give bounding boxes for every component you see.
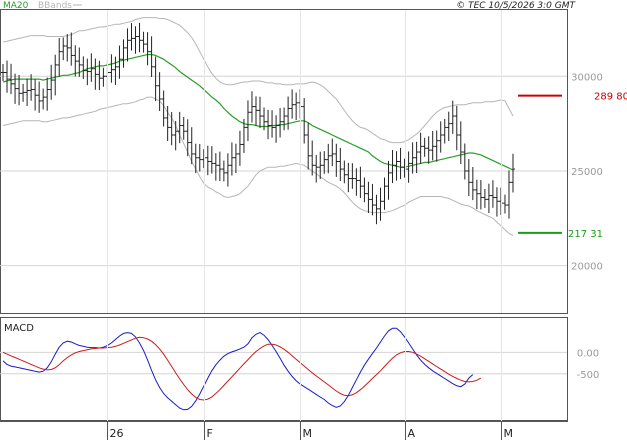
ma20-path — [2, 53, 514, 171]
price-panel-frame — [0, 9, 568, 314]
x-tick-label: M — [303, 427, 313, 440]
price-y-ticks: 20000 25000 30000 — [571, 72, 603, 272]
macd-signal-line — [2, 336, 482, 401]
x-axis-ticks: 26 F M A M — [107, 10, 514, 440]
macd-grid — [0, 351, 567, 375]
macd-line — [2, 327, 474, 411]
x-tick-label: M — [504, 427, 514, 440]
macd-panel-title: MACD — [4, 323, 34, 334]
x-tick-label: F — [207, 427, 213, 440]
macd-y-ticks: 0.00 -500 — [577, 348, 600, 380]
legend-ma20: MA20 — [3, 1, 29, 11]
bb-lower-line — [2, 96, 514, 236]
x-tick-label: 26 — [110, 427, 124, 440]
price-y-tick-label: 20000 — [571, 262, 603, 273]
level-markers: 289 80 217 31 — [518, 92, 627, 240]
resistance-marker-label: 289 80 — [594, 92, 627, 103]
bb-upper-line — [2, 17, 514, 144]
bollinger-bands — [2, 17, 514, 236]
support-marker-label: 217 31 — [568, 229, 603, 240]
price-y-tick-label: 30000 — [571, 72, 603, 83]
price-bars — [1, 22, 515, 225]
x-tick-label: A — [408, 427, 416, 440]
macd-y-tick-label: 0.00 — [577, 348, 599, 359]
price-y-tick-label: 25000 — [571, 167, 603, 178]
macd-y-tick-label: -500 — [577, 370, 600, 381]
legend-bbands: BBands — [38, 1, 72, 11]
ma20-line — [2, 53, 514, 171]
macd-panel-frame — [0, 317, 568, 421]
price-grid — [0, 75, 567, 267]
macd-lines — [2, 327, 482, 411]
copyright-text: © TEC 10/5/2026 3:0 GMT — [456, 1, 576, 11]
